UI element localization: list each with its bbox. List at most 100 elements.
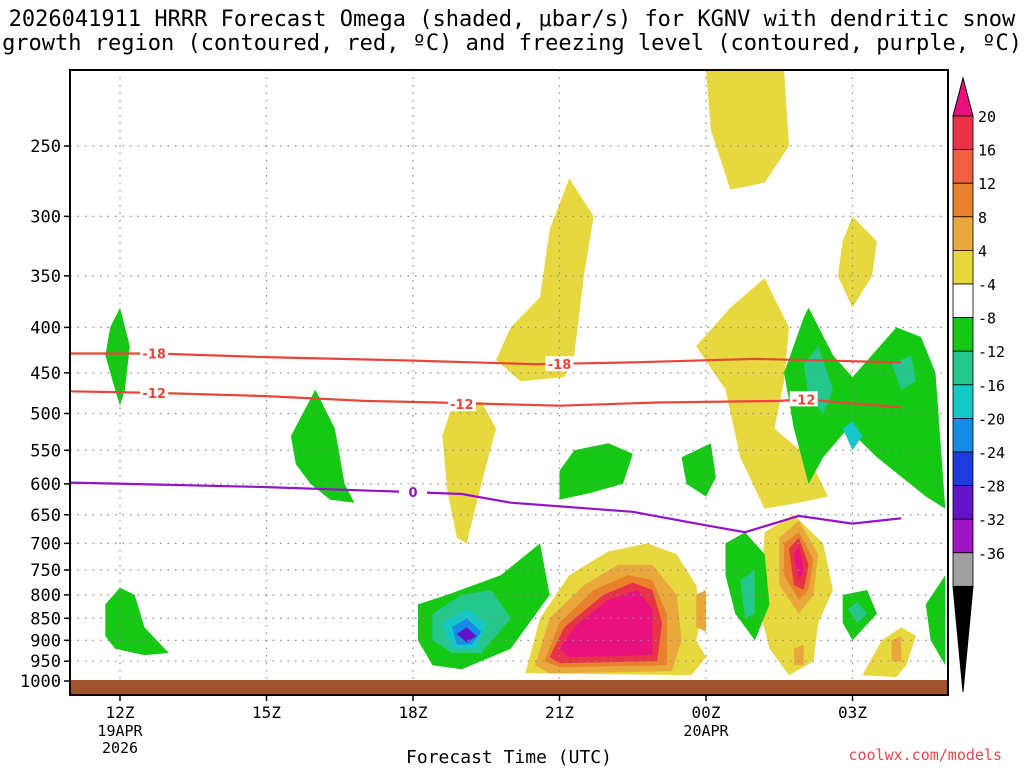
y-tick-label: 450 xyxy=(30,364,61,384)
plot-frame xyxy=(69,69,949,696)
y-tick-label: 350 xyxy=(30,267,61,287)
omega-region-up-yellow-top xyxy=(706,70,789,190)
colorbar-label: -36 xyxy=(978,545,1005,563)
contour-label-backdrop xyxy=(545,356,574,372)
colorbar-label: 20 xyxy=(978,108,996,126)
colorbar-label: -16 xyxy=(978,377,1005,395)
contour-label: -18 xyxy=(548,358,572,373)
y-tick-label: 650 xyxy=(30,506,61,526)
colorbar-label: -28 xyxy=(978,478,1005,496)
colorbar-label: -20 xyxy=(978,410,1005,428)
y-tick-label: 400 xyxy=(30,318,61,338)
omega-region-green-16z xyxy=(290,389,355,503)
y-tick-label: 800 xyxy=(30,586,61,606)
y-tick-label: 300 xyxy=(30,207,61,227)
contour-line--18 xyxy=(70,352,902,366)
credit-text: coolwx.com/models xyxy=(848,746,1002,764)
contour-label: 0 xyxy=(408,486,417,501)
omega-region-up-yellow-03z xyxy=(837,216,877,308)
colorbar-label: -12 xyxy=(978,343,1005,361)
contour-line-0 xyxy=(69,481,902,534)
omega-region-up-yellow-00z xyxy=(696,278,829,509)
colorbar-label: -24 xyxy=(978,444,1005,462)
contour-label: -18 xyxy=(142,347,166,362)
colorbar-label: 16 xyxy=(978,142,996,160)
y-tick-label: 750 xyxy=(30,561,61,581)
omega-region-orange-0030z xyxy=(696,590,706,632)
colorbar-segment xyxy=(952,149,974,184)
colorbar-label: -8 xyxy=(978,310,996,328)
colorbar-segment xyxy=(952,317,974,352)
y-axis-ticks: 2503003504004505005506006507007508008509… xyxy=(20,137,70,692)
colorbar-top-arrow xyxy=(952,76,974,117)
colorbar-segment xyxy=(952,249,974,285)
colorbar-segment xyxy=(952,518,974,554)
omega-region-orange-04z xyxy=(891,636,902,662)
omega-region-orange-02z-low xyxy=(793,644,804,666)
x-tick-year-label: 2026 xyxy=(102,739,138,757)
omega-region-green-upper-right xyxy=(784,307,946,509)
colorbar-label: 12 xyxy=(978,175,996,193)
colorbar-segment xyxy=(952,451,974,486)
x-axis-label: Forecast Time (UTC) xyxy=(406,747,612,768)
x-tick-date-label: 20APR xyxy=(683,722,729,740)
omega-region-cyan-01z xyxy=(740,570,755,619)
colorbar-segment xyxy=(952,485,974,520)
contour-label-backdrop xyxy=(447,396,476,412)
contour-label-backdrop xyxy=(789,391,818,407)
contour-label: -12 xyxy=(792,393,816,408)
omega-region-green-12z-lower xyxy=(105,587,169,656)
colorbar-segment xyxy=(952,115,974,150)
omega-region-cyan-03z-mid xyxy=(842,421,863,451)
colorbar-label: 8 xyxy=(978,209,987,227)
y-tick-label: 550 xyxy=(30,441,61,461)
contour-label-backdrop xyxy=(399,484,427,500)
colorbar-label: 4 xyxy=(978,242,987,260)
x-tick-label: 00Z xyxy=(692,703,721,722)
contour-label-backdrop xyxy=(140,384,169,400)
x-tick-date-label: 19APR xyxy=(97,722,143,740)
y-tick-label: 950 xyxy=(30,652,61,672)
x-tick-label: 03Z xyxy=(838,703,867,722)
contour-label: -12 xyxy=(450,398,474,413)
omega-region-green-22z xyxy=(559,443,633,500)
omega-region-magenta-02z xyxy=(793,546,804,581)
colorbar-segment xyxy=(952,350,974,386)
colorbar-label: -32 xyxy=(978,511,1005,529)
colorbar: 20 16 12 8 4 -4 -8 -12 -16 -20 -24 -28 -32 -36 xyxy=(952,76,1005,693)
x-tick-label: 12Z xyxy=(106,703,135,722)
chart-title-line-1: 2026041911 HRRR Forecast Omega (shaded, … xyxy=(8,7,1016,32)
x-tick-label: 21Z xyxy=(545,703,574,722)
omega-shading-layer xyxy=(105,70,946,678)
colorbar-segment xyxy=(952,216,974,251)
omega-region-green-2330z xyxy=(681,443,716,497)
colorbar-segment xyxy=(952,552,974,587)
y-tick-label: 500 xyxy=(30,405,61,425)
ground-bar xyxy=(70,680,948,695)
omega-region-up-yellow-18z xyxy=(442,401,496,544)
y-tick-label: 600 xyxy=(30,475,61,495)
contour-label-backdrop xyxy=(140,345,169,361)
colorbar-bottom-arrow xyxy=(952,585,974,693)
omega-region-cyan-03z-low xyxy=(847,602,868,623)
colorbar-segment xyxy=(952,384,974,419)
colorbar-label: -4 xyxy=(978,276,996,294)
y-tick-label: 250 xyxy=(30,137,61,157)
colorbar-segment xyxy=(952,182,974,218)
chart-title-line-2: growth region (contoured, red, ºC) and f… xyxy=(2,31,1022,56)
colorbar-segment xyxy=(952,417,974,453)
contour-layer: -18 -18 -12 -12 -12 0 xyxy=(69,345,902,534)
omega-region-up-yellow-21z xyxy=(496,178,594,382)
omega-region-green-12z-upper xyxy=(105,307,130,406)
y-tick-label: 1000 xyxy=(20,672,61,692)
omega-region-magenta-21z xyxy=(559,590,653,658)
colorbar-segment xyxy=(952,283,974,318)
y-tick-label: 700 xyxy=(30,534,61,554)
contour-label: -12 xyxy=(142,387,166,402)
omega-region-green-lower-right xyxy=(925,575,946,666)
y-tick-label: 850 xyxy=(30,609,61,629)
omega-region-purple-19z xyxy=(456,627,477,643)
y-tick-label: 900 xyxy=(30,631,61,651)
